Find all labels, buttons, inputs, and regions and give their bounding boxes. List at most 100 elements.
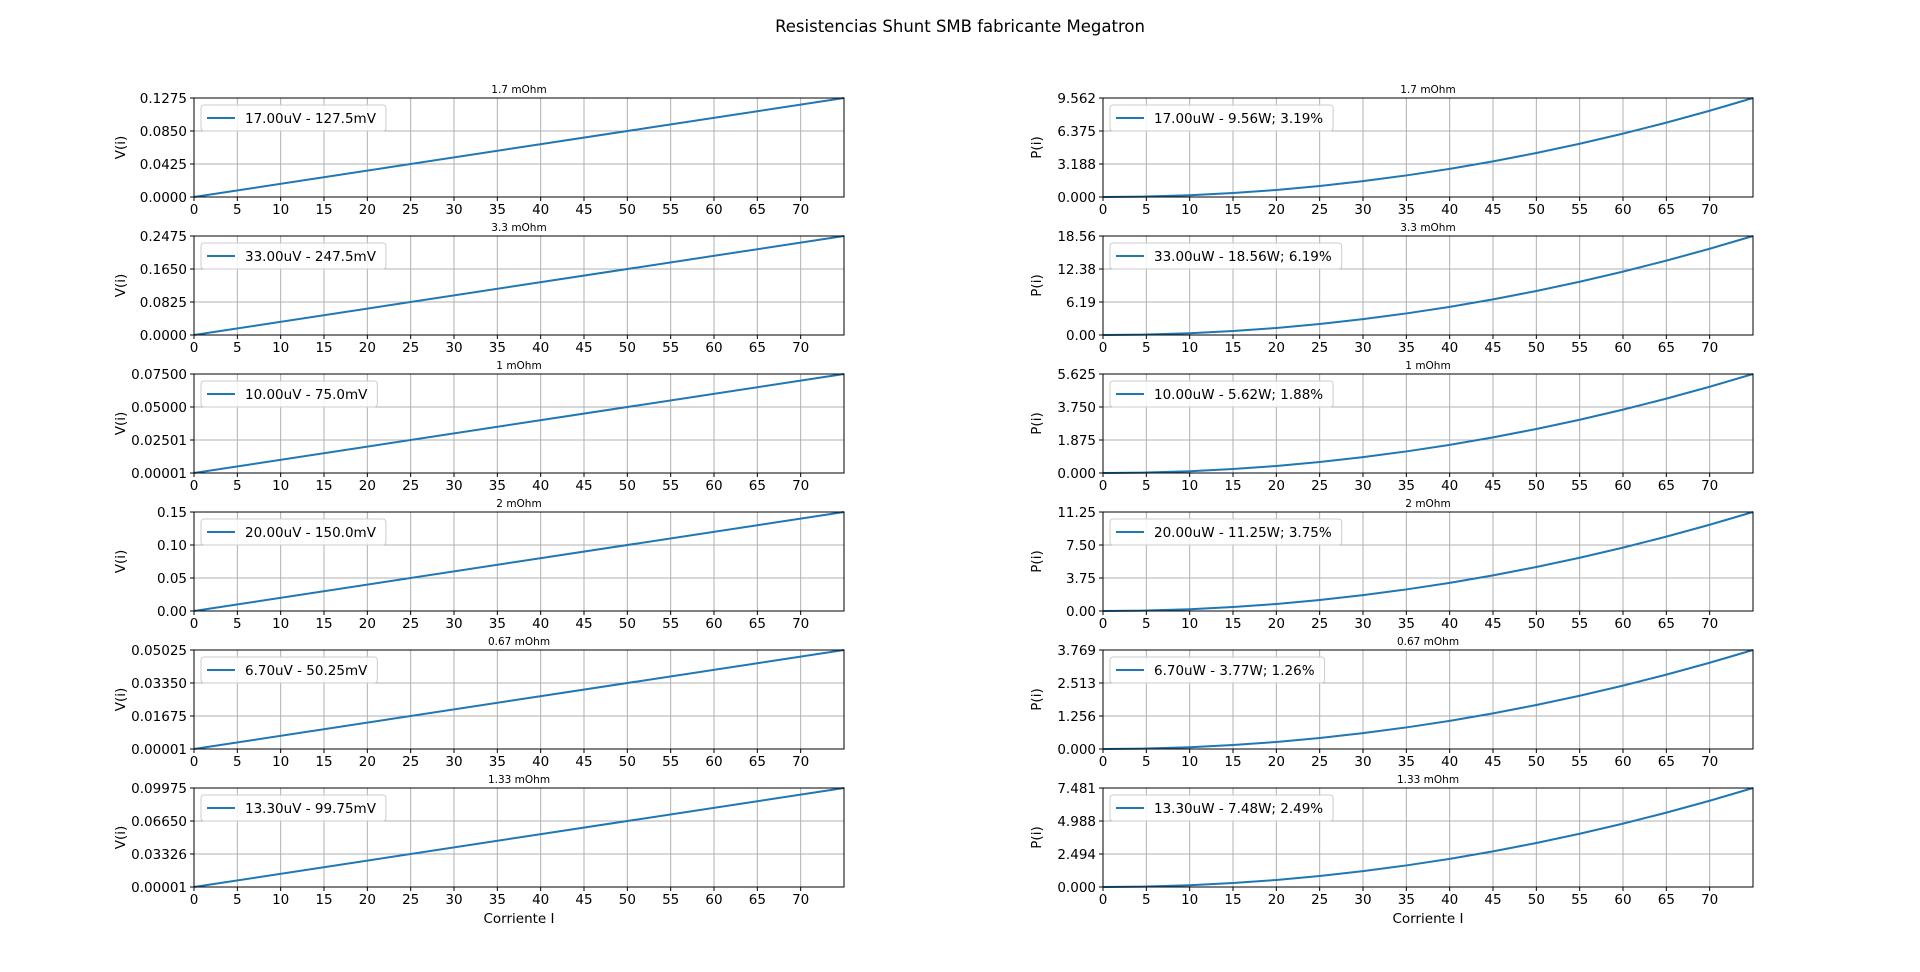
x-tick-label: 60 bbox=[1614, 478, 1631, 494]
x-tick-label: 30 bbox=[1354, 616, 1371, 632]
legend-box bbox=[200, 794, 387, 822]
x-tick-label: 10 bbox=[1181, 202, 1198, 218]
x-tick-label: 0 bbox=[190, 478, 199, 494]
x-tick-label: 50 bbox=[1528, 754, 1545, 770]
subplot-title: 0.67 mOhm bbox=[1397, 636, 1459, 648]
x-tick-label: 30 bbox=[445, 202, 462, 218]
y-axis-label: P(i) bbox=[1029, 688, 1045, 710]
subplot-title: 1.7 mOhm bbox=[491, 84, 546, 96]
x-tick-label: 25 bbox=[402, 202, 419, 218]
y-tick-label: 0.00 bbox=[1066, 604, 1096, 620]
y-tick-label: 0.1275 bbox=[140, 91, 187, 107]
x-tick-label: 45 bbox=[575, 340, 592, 356]
x-tick-label: 20 bbox=[1268, 892, 1285, 908]
x-tick-label: 60 bbox=[705, 202, 722, 218]
legend-label: 17.00uV - 127.5mV bbox=[245, 111, 377, 127]
x-tick-label: 65 bbox=[749, 478, 766, 494]
x-tick-label: 65 bbox=[1658, 202, 1675, 218]
legend-box bbox=[1109, 242, 1343, 270]
x-tick-label: 0 bbox=[190, 892, 199, 908]
y-tick-label: 0.00001 bbox=[131, 466, 187, 482]
x-tick-label: 60 bbox=[705, 754, 722, 770]
x-tick-label: 65 bbox=[749, 754, 766, 770]
x-tick-label: 70 bbox=[792, 478, 809, 494]
legend: 17.00uV - 127.5mV bbox=[200, 104, 387, 132]
x-tick-label: 25 bbox=[1311, 340, 1328, 356]
x-tick-label: 55 bbox=[1571, 340, 1588, 356]
x-tick-label: 50 bbox=[619, 340, 636, 356]
y-tick-label: 7.481 bbox=[1057, 781, 1096, 797]
legend-label: 33.00uW - 18.56W; 6.19% bbox=[1154, 249, 1332, 265]
y-tick-label: 0.0425 bbox=[140, 157, 187, 173]
x-tick-label: 20 bbox=[1268, 478, 1285, 494]
y-axis-label: P(i) bbox=[1029, 274, 1045, 296]
y-tick-label: 11.25 bbox=[1057, 505, 1096, 521]
axes-frame bbox=[193, 373, 845, 474]
y-tick-label: 0.2475 bbox=[140, 229, 187, 245]
x-tick-label: 5 bbox=[1142, 754, 1151, 770]
subplot-title: 1 mOhm bbox=[496, 360, 541, 372]
x-tick-label: 60 bbox=[705, 478, 722, 494]
y-tick-label: 0.0825 bbox=[140, 295, 187, 311]
y-tick-label: 0.00 bbox=[1066, 328, 1096, 344]
subplot-title: 1.7 mOhm bbox=[1400, 84, 1455, 96]
x-tick-label: 50 bbox=[619, 616, 636, 632]
x-tick-label: 30 bbox=[1354, 892, 1371, 908]
x-tick-label: 65 bbox=[1658, 892, 1675, 908]
series-line bbox=[193, 649, 845, 750]
x-tick-label: 15 bbox=[1224, 202, 1241, 218]
x-tick-label: 55 bbox=[662, 892, 679, 908]
x-tick-label: 45 bbox=[1484, 892, 1501, 908]
x-tick-label: 55 bbox=[1571, 616, 1588, 632]
legend-label: 13.30uW - 7.48W; 2.49% bbox=[1154, 801, 1323, 817]
x-tick-label: 10 bbox=[272, 616, 289, 632]
x-tick-label: 35 bbox=[489, 340, 506, 356]
y-axis-label: V(i) bbox=[113, 274, 129, 298]
y-tick-label: 6.19 bbox=[1066, 295, 1096, 311]
x-tick-label: 15 bbox=[315, 616, 332, 632]
series-line bbox=[1102, 373, 1754, 474]
x-tick-label: 70 bbox=[792, 340, 809, 356]
x-tick-label: 65 bbox=[749, 616, 766, 632]
x-tick-label: 0 bbox=[1099, 754, 1108, 770]
x-tick-label: 60 bbox=[1614, 892, 1631, 908]
x-tick-label: 30 bbox=[1354, 754, 1371, 770]
x-tick-label: 40 bbox=[1441, 892, 1458, 908]
legend-box bbox=[1109, 656, 1326, 684]
y-tick-label: 0.000 bbox=[1057, 742, 1096, 758]
x-tick-label: 10 bbox=[1181, 478, 1198, 494]
axes-frame bbox=[193, 511, 845, 612]
legend: 13.30uW - 7.48W; 2.49% bbox=[1109, 794, 1334, 822]
axes-frame bbox=[193, 787, 845, 888]
x-tick-label: 35 bbox=[1398, 754, 1415, 770]
x-tick-label: 50 bbox=[1528, 202, 1545, 218]
x-tick-label: 5 bbox=[1142, 478, 1151, 494]
x-tick-label: 45 bbox=[575, 754, 592, 770]
y-tick-label: 0.1650 bbox=[140, 262, 187, 278]
x-tick-label: 50 bbox=[619, 892, 636, 908]
x-tick-label: 15 bbox=[315, 202, 332, 218]
x-tick-label: 20 bbox=[359, 892, 376, 908]
subplot-title: 0.67 mOhm bbox=[488, 636, 550, 648]
legend-label: 10.00uV - 75.0mV bbox=[245, 387, 368, 403]
axes-frame bbox=[1102, 97, 1754, 198]
x-tick-label: 45 bbox=[1484, 202, 1501, 218]
axes-frame bbox=[1102, 235, 1754, 336]
x-tick-label: 55 bbox=[662, 616, 679, 632]
y-tick-label: 0.00001 bbox=[131, 742, 187, 758]
legend-box bbox=[1109, 794, 1334, 822]
x-tick-label: 45 bbox=[575, 616, 592, 632]
x-tick-label: 40 bbox=[532, 478, 549, 494]
x-tick-label: 15 bbox=[315, 340, 332, 356]
subplot-power-1: 0 5 10 15 20 25 30 35 40 45 50 55 60 65 70 0.000 3.188 6.… bbox=[1029, 84, 1754, 218]
x-tick-label: 45 bbox=[1484, 616, 1501, 632]
axes-frame bbox=[1102, 373, 1754, 474]
subplot-title: 3.3 mOhm bbox=[491, 222, 546, 234]
axes-frame bbox=[1102, 649, 1754, 750]
x-tick-label: 50 bbox=[1528, 616, 1545, 632]
x-tick-label: 65 bbox=[1658, 478, 1675, 494]
subplot-title: 3.3 mOhm bbox=[1400, 222, 1455, 234]
x-tick-label: 20 bbox=[359, 754, 376, 770]
x-tick-label: 5 bbox=[233, 340, 242, 356]
